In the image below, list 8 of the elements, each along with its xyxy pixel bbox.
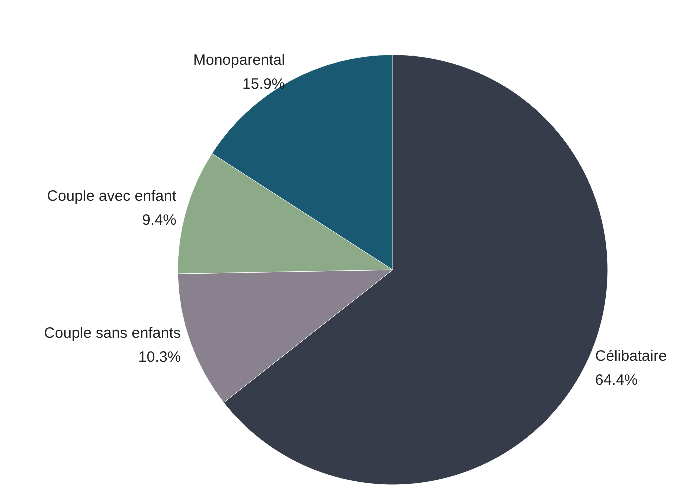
data-label: 9.4% [142,212,177,230]
slice-label: Couple avec enfant [47,188,178,206]
slice-label: Couple sans enfants [44,325,182,342]
slice-label: Célibataire [595,348,668,365]
data-label: 15.9% [242,76,286,93]
data-label: 64.4% [595,372,638,389]
data-label: 10.3% [138,349,182,366]
slice-label: Monoparental [193,52,286,69]
